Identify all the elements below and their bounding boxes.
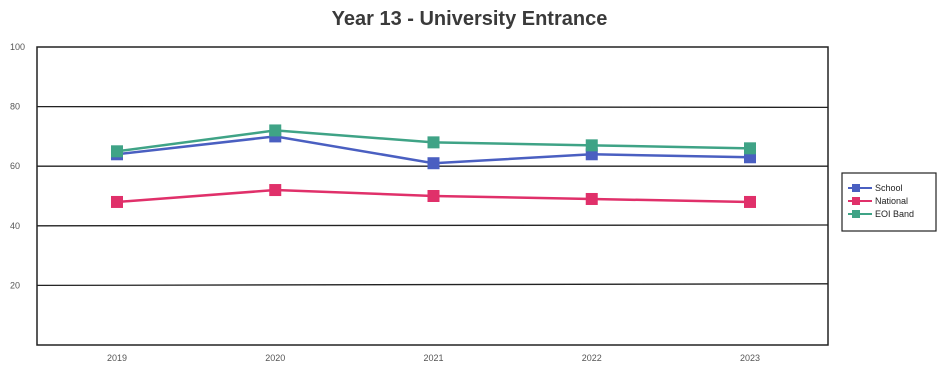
data-point [744,142,756,155]
y-axis-ticks: 20 40 60 80 100 [10,42,25,290]
data-point [111,145,123,158]
y-tick-label: 20 [10,280,20,290]
series-2 [111,124,756,158]
gridline-y-40 [36,224,829,227]
gridline-y-20 [36,283,829,287]
legend-label: School [875,183,903,193]
series-0 [111,130,756,170]
legend-item: School [848,183,903,193]
legend-item: EOI Band [848,209,914,219]
data-point [427,157,440,170]
data-point [269,184,282,197]
x-tick-label: 2021 [423,353,443,363]
data-point [585,139,598,152]
x-tick-label: 2020 [265,353,285,363]
x-tick-label: 2019 [107,353,127,363]
plot-frame [36,46,829,346]
legend-label: EOI Band [875,209,914,219]
x-axis-ticks: 2019 2020 2021 2022 2023 [107,353,760,363]
y-tick-label: 80 [10,102,20,112]
chart-title: Year 13 - University Entrance [331,8,608,30]
legend-label: National [875,196,908,206]
x-tick-label: 2022 [582,353,602,363]
legend-marker [852,210,860,218]
data-point [744,195,756,208]
legend: School National EOI Band [841,172,937,232]
legend-marker [852,184,860,192]
series-group [111,124,756,208]
y-tick-label: 60 [10,161,20,171]
legend-marker [852,197,860,205]
y-tick-label: 40 [10,221,20,231]
data-point [427,136,440,149]
data-point [111,195,123,208]
series-1 [111,184,756,208]
y-tick-label: 100 [10,42,25,52]
x-tick-label: 2023 [740,353,760,363]
data-point [269,124,282,137]
data-point [585,192,598,205]
gridline-y-80 [36,105,829,109]
data-point [427,190,440,202]
legend-item: National [848,196,908,206]
